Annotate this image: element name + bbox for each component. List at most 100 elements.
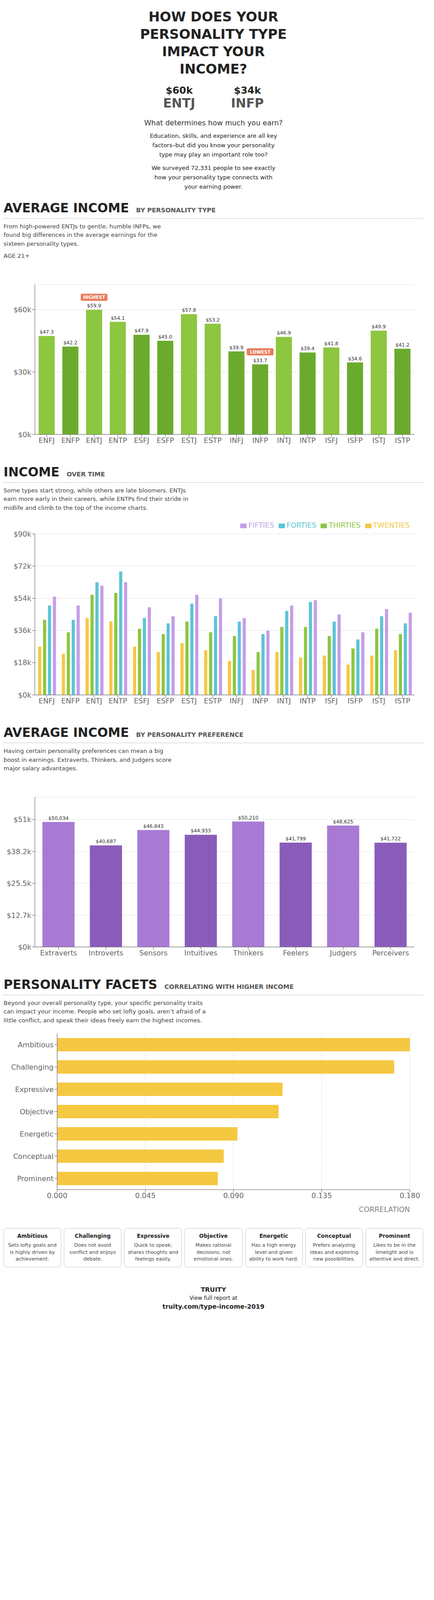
svg-text:$54k: $54k [13, 594, 32, 604]
svg-text:$51k: $51k [13, 816, 32, 825]
svg-text:0.090: 0.090 [223, 1193, 244, 1202]
svg-text:$46.9: $46.9 [276, 330, 292, 337]
svg-text:0.180: 0.180 [399, 1193, 421, 1202]
svg-text:$47.3: $47.3 [39, 329, 55, 336]
svg-text:ENFP: ENFP [61, 436, 80, 446]
svg-text:0.000: 0.000 [46, 1193, 68, 1202]
html-text:Having certain personality pre: Having certain personality preferences c… [3, 748, 172, 773]
svg-text:ISTP: ISTP [394, 697, 411, 707]
svg-text:$41.2: $41.2 [395, 342, 410, 349]
svg-text:$12.7k: $12.7k [6, 911, 32, 921]
svg-text:$30k: $30k [13, 367, 32, 377]
svg-text:HIGHEST: HIGHEST [83, 295, 106, 301]
svg-text:INFJ: INFJ [229, 436, 244, 446]
svg-text:INFJ: INFJ [229, 697, 244, 707]
svg-text:Challenging: Challenging [11, 1064, 54, 1073]
svg-text:ESTJ: ESTJ [181, 436, 197, 446]
html-text:Beyond your overall personalit: Beyond your overall personality type, yo… [3, 1000, 206, 1025]
svg-text:$0k: $0k [17, 430, 32, 439]
svg-text:Perceivers: Perceivers [372, 949, 409, 959]
html-text:Some types start strong, while: Some types start strong, while others ar… [3, 487, 189, 512]
html-text:From high-powered ENTJs to gen: From high-powered ENTJs to gentle, humbl… [3, 223, 161, 248]
svg-text:ESFJ: ESFJ [133, 697, 150, 707]
svg-text:INTJ: INTJ [276, 436, 291, 446]
svg-text:Ambitious: Ambitious [17, 1041, 54, 1051]
svg-text:Objective: Objective [19, 1108, 54, 1118]
svg-text:ESFP: ESFP [156, 697, 175, 707]
svg-text:ENFJ: ENFJ [38, 697, 55, 707]
svg-text:ENTJ: ENTJ [86, 436, 103, 446]
svg-text:INFP: INFP [252, 436, 269, 446]
svg-text:Energetic: Energetic [19, 1130, 54, 1140]
svg-text:ESFJ: ESFJ [133, 436, 150, 446]
svg-text:$45.0: $45.0 [158, 334, 173, 341]
svg-text:INFP: INFP [252, 697, 269, 707]
svg-text:$46,843: $46,843 [143, 823, 164, 830]
svg-text:ISTJ: ISTJ [372, 436, 386, 446]
svg-text:$40,687: $40,687 [95, 839, 117, 846]
html-text:We surveyed 72,331 people to s: We surveyed 72,331 people to see exactly… [151, 164, 276, 191]
svg-text:$59.9: $59.9 [87, 303, 102, 309]
svg-text:$36k: $36k [13, 627, 32, 636]
svg-text:Sensors: Sensors [139, 949, 168, 959]
svg-text:ESTP: ESTP [204, 436, 222, 446]
svg-text:Judgers: Judgers [329, 949, 357, 959]
svg-text:Expressive: Expressive [15, 1086, 54, 1095]
svg-text:ISFP: ISFP [347, 697, 363, 707]
svg-text:$41,722: $41,722 [380, 836, 401, 843]
svg-text:INTJ: INTJ [276, 697, 291, 707]
svg-text:$18k: $18k [13, 659, 32, 668]
svg-text:ISTJ: ISTJ [372, 697, 386, 707]
svg-text:Prominent: Prominent [16, 1175, 54, 1185]
svg-text:$47.9: $47.9 [134, 328, 149, 334]
svg-text:ENTJ: ENTJ [86, 697, 103, 707]
svg-text:$72k: $72k [13, 562, 32, 572]
svg-text:$44,933: $44,933 [190, 828, 212, 835]
svg-text:$42.2: $42.2 [63, 340, 78, 347]
svg-text:ENTP: ENTP [108, 697, 128, 707]
svg-text:Feelers: Feelers [283, 949, 309, 959]
svg-text:ESFP: ESFP [156, 436, 175, 446]
svg-text:$25.5k: $25.5k [6, 880, 32, 889]
svg-text:INTP: INTP [299, 436, 316, 446]
svg-text:$53.2: $53.2 [205, 317, 221, 324]
svg-text:$48,625: $48,625 [333, 819, 354, 826]
svg-text:ISFP: ISFP [347, 436, 363, 446]
svg-text:ENTP: ENTP [108, 436, 128, 446]
svg-text:$38.2k: $38.2k [6, 848, 32, 857]
svg-text:CORRELATION: CORRELATION [358, 1206, 410, 1215]
svg-text:$50,034: $50,034 [48, 816, 69, 823]
svg-text:$41.8: $41.8 [324, 341, 339, 347]
svg-text:Thinkers: Thinkers [232, 949, 264, 959]
svg-text:ESTP: ESTP [204, 697, 222, 707]
svg-text:ENFJ: ENFJ [38, 436, 55, 446]
svg-text:ENFP: ENFP [61, 697, 80, 707]
svg-text:$33.7: $33.7 [253, 358, 268, 364]
svg-text:ISFJ: ISFJ [325, 697, 339, 707]
svg-text:$90k: $90k [13, 530, 32, 539]
svg-text:Introverts: Introverts [88, 949, 124, 959]
svg-text:LOWEST: LOWEST [249, 350, 271, 355]
svg-text:$41,799: $41,799 [285, 836, 307, 843]
html-text:Education, skills, and experie: Education, skills, and experience are al… [149, 132, 278, 158]
svg-text:$50,210: $50,210 [237, 815, 259, 822]
svg-text:$0k: $0k [17, 691, 32, 701]
svg-text:$0k: $0k [17, 943, 32, 952]
svg-text:$49.9: $49.9 [371, 324, 387, 330]
svg-text:ISFJ: ISFJ [325, 436, 339, 446]
svg-text:0.135: 0.135 [311, 1193, 333, 1202]
svg-text:$57.8: $57.8 [182, 307, 197, 314]
svg-text:Extraverts: Extraverts [40, 949, 78, 959]
svg-text:ESTJ: ESTJ [181, 697, 197, 707]
svg-text:$54.1: $54.1 [110, 315, 126, 322]
svg-text:$39.9: $39.9 [229, 345, 244, 351]
svg-text:ISTP: ISTP [394, 436, 411, 446]
svg-text:$34.6: $34.6 [347, 355, 363, 362]
svg-text:$39.4: $39.4 [300, 346, 315, 352]
svg-text:0.045: 0.045 [135, 1193, 156, 1202]
svg-text:INTP: INTP [299, 697, 316, 707]
svg-text:Conceptual: Conceptual [12, 1153, 54, 1162]
html-text:HOW DOES YOUR PERSONALITY TYPE: HOW DOES YOUR PERSONALITY TYPE IMPACT YO… [140, 8, 287, 77]
svg-text:$60k: $60k [13, 305, 32, 314]
svg-text:Intuitives: Intuitives [184, 949, 218, 959]
